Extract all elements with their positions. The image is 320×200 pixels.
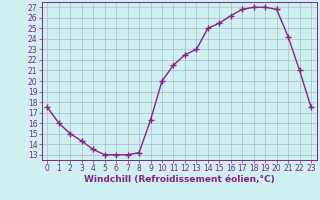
X-axis label: Windchill (Refroidissement éolien,°C): Windchill (Refroidissement éolien,°C) [84, 175, 275, 184]
